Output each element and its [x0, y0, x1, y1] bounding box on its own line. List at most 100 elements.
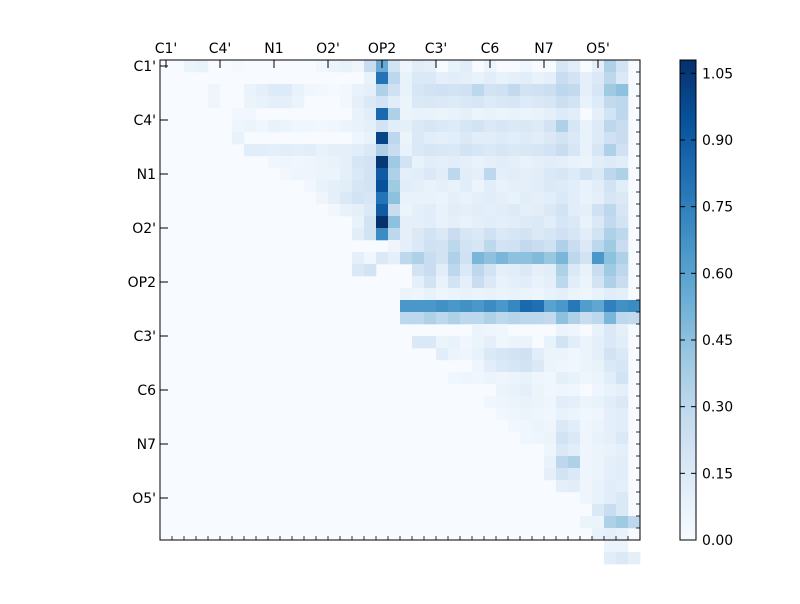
heatmap-cell [424, 240, 437, 253]
heatmap-cell [520, 192, 533, 205]
heatmap-cell [448, 120, 461, 133]
heatmap-cell [544, 360, 557, 373]
heatmap-cell [580, 180, 593, 193]
heatmap-cell [484, 132, 497, 145]
heatmap-cell [364, 120, 377, 133]
heatmap-cell [568, 396, 581, 409]
heatmap-cell [544, 192, 557, 205]
heatmap-cell [616, 240, 629, 253]
heatmap-cell [568, 132, 581, 145]
heatmap-cell [484, 312, 497, 325]
heatmap-cell [604, 108, 617, 121]
heatmap-cell [556, 444, 569, 457]
heatmap-cell [532, 252, 545, 265]
heatmap-cell [520, 300, 533, 313]
heatmap-cell [376, 72, 389, 85]
heatmap-cell [280, 144, 293, 157]
heatmap-cell [592, 492, 605, 505]
heatmap-cell [496, 372, 509, 385]
heatmap-cell [436, 336, 449, 349]
heatmap-cell [364, 132, 377, 145]
heatmap-cell [568, 72, 581, 85]
heatmap-cell [328, 168, 341, 181]
heatmap-cell [460, 144, 473, 157]
colorbar-tick-label: 0.30 [702, 400, 733, 416]
heatmap-cell [580, 312, 593, 325]
heatmap-cell [436, 288, 449, 301]
heatmap-cell [484, 240, 497, 253]
heatmap-cell [580, 288, 593, 301]
heatmap-cell [568, 276, 581, 289]
heatmap-cell [604, 192, 617, 205]
heatmap-cell [556, 144, 569, 157]
heatmap-cell [340, 204, 353, 217]
heatmap-cell [616, 108, 629, 121]
heatmap-cell [376, 96, 389, 109]
heatmap-cell [472, 300, 485, 313]
heatmap-cell [364, 72, 377, 85]
heatmap-cell [544, 276, 557, 289]
heatmap-cell [592, 504, 605, 517]
heatmap-cell [604, 180, 617, 193]
colorbar-tick-label: 0.00 [702, 533, 733, 549]
heatmap-cell [412, 132, 425, 145]
heatmap-cell [580, 336, 593, 349]
heatmap-cell [568, 264, 581, 277]
heatmap-cell [592, 432, 605, 445]
heatmap-cell [424, 60, 437, 73]
heatmap-cell [604, 324, 617, 337]
heatmap-cell [556, 168, 569, 181]
heatmap-cell [400, 240, 413, 253]
heatmap-cell [472, 216, 485, 229]
heatmap-cell [364, 216, 377, 229]
heatmap-cell [436, 252, 449, 265]
heatmap-cell [484, 120, 497, 133]
heatmap-cell [328, 144, 341, 157]
heatmap-cell [292, 168, 305, 181]
heatmap-cell [268, 84, 281, 97]
heatmap-cell [544, 444, 557, 457]
heatmap-cell [364, 108, 377, 121]
heatmap-cell [460, 96, 473, 109]
heatmap-cell [592, 192, 605, 205]
heatmap-cell [460, 300, 473, 313]
heatmap-cell [604, 216, 617, 229]
heatmap-cell [532, 84, 545, 97]
heatmap-cell [544, 288, 557, 301]
heatmap-cell [424, 252, 437, 265]
heatmap-cell [568, 432, 581, 445]
heatmap-cell [592, 180, 605, 193]
heatmap-cell [268, 156, 281, 169]
heatmap-cell [244, 96, 257, 109]
heatmap-cell [580, 96, 593, 109]
heatmap-cell [496, 144, 509, 157]
heatmap-cell [508, 156, 521, 169]
heatmap-cell [352, 96, 365, 109]
heatmap-cell [592, 240, 605, 253]
heatmap-cell [556, 348, 569, 361]
heatmap-cell [292, 120, 305, 133]
heatmap-cell [532, 204, 545, 217]
heatmap-cell [508, 240, 521, 253]
heatmap-cell [424, 264, 437, 277]
heatmap-cell [436, 132, 449, 145]
heatmap-cell [388, 192, 401, 205]
heatmap-cell [568, 348, 581, 361]
heatmap-cell [484, 72, 497, 85]
heatmap-cell [496, 336, 509, 349]
heatmap-cell [508, 96, 521, 109]
heatmap-cell [352, 144, 365, 157]
heatmap-cell [496, 396, 509, 409]
heatmap-cell [496, 288, 509, 301]
heatmap-cell [484, 168, 497, 181]
heatmap-cell [508, 336, 521, 349]
heatmap-cell [556, 84, 569, 97]
heatmap-cell [496, 216, 509, 229]
heatmap-cell [328, 120, 341, 133]
heatmap-cell [616, 96, 629, 109]
heatmap-cell [520, 108, 533, 121]
heatmap-cell [376, 252, 389, 265]
heatmap-cell [532, 360, 545, 373]
heatmap-cell [604, 504, 617, 517]
heatmap-cell [508, 288, 521, 301]
